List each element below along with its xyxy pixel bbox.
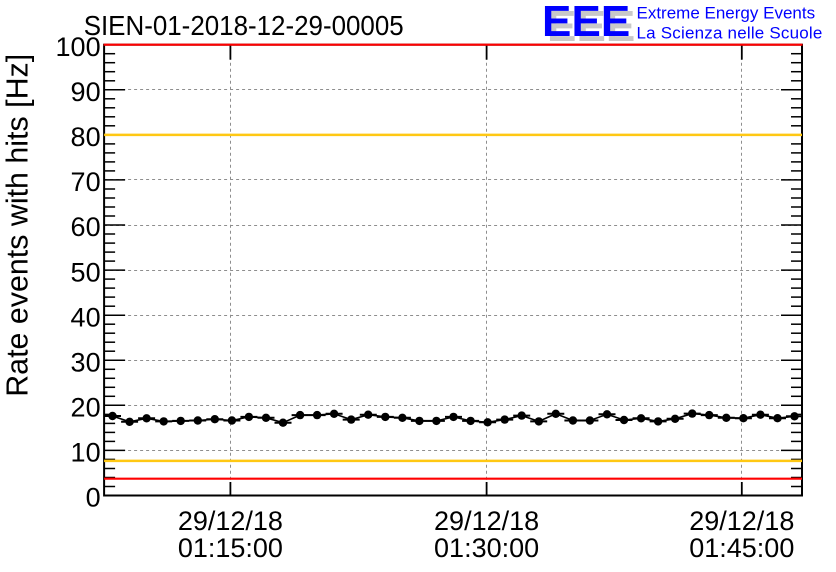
svg-text:90: 90 [71,77,101,107]
svg-text:EEE: EEE [542,0,630,46]
svg-text:01:45:00: 01:45:00 [689,533,794,563]
svg-text:29/12/18: 29/12/18 [178,506,283,536]
svg-text:10: 10 [71,438,101,468]
svg-text:Extreme Energy Events: Extreme Energy Events [637,4,816,23]
svg-text:30: 30 [71,348,101,378]
svg-text:0: 0 [86,483,101,513]
svg-text:20: 20 [71,393,101,423]
svg-text:01:15:00: 01:15:00 [178,533,283,563]
svg-text:La Scienza nelle Scuole: La Scienza nelle Scuole [637,24,823,43]
svg-text:50: 50 [71,257,101,287]
svg-text:29/12/18: 29/12/18 [689,506,794,536]
svg-text:EEE: EEE [547,2,635,51]
svg-text:70: 70 [71,167,101,197]
svg-text:80: 80 [71,122,101,152]
svg-text:40: 40 [71,302,101,332]
svg-text:01:30:00: 01:30:00 [434,533,539,563]
svg-text:Rate events with hits [Hz]: Rate events with hits [Hz] [1,54,35,397]
svg-text:100: 100 [56,32,101,62]
svg-text:60: 60 [71,212,101,242]
svg-text:SIEN-01-2018-12-29-00005: SIEN-01-2018-12-29-00005 [84,10,404,41]
svg-text:29/12/18: 29/12/18 [434,506,539,536]
